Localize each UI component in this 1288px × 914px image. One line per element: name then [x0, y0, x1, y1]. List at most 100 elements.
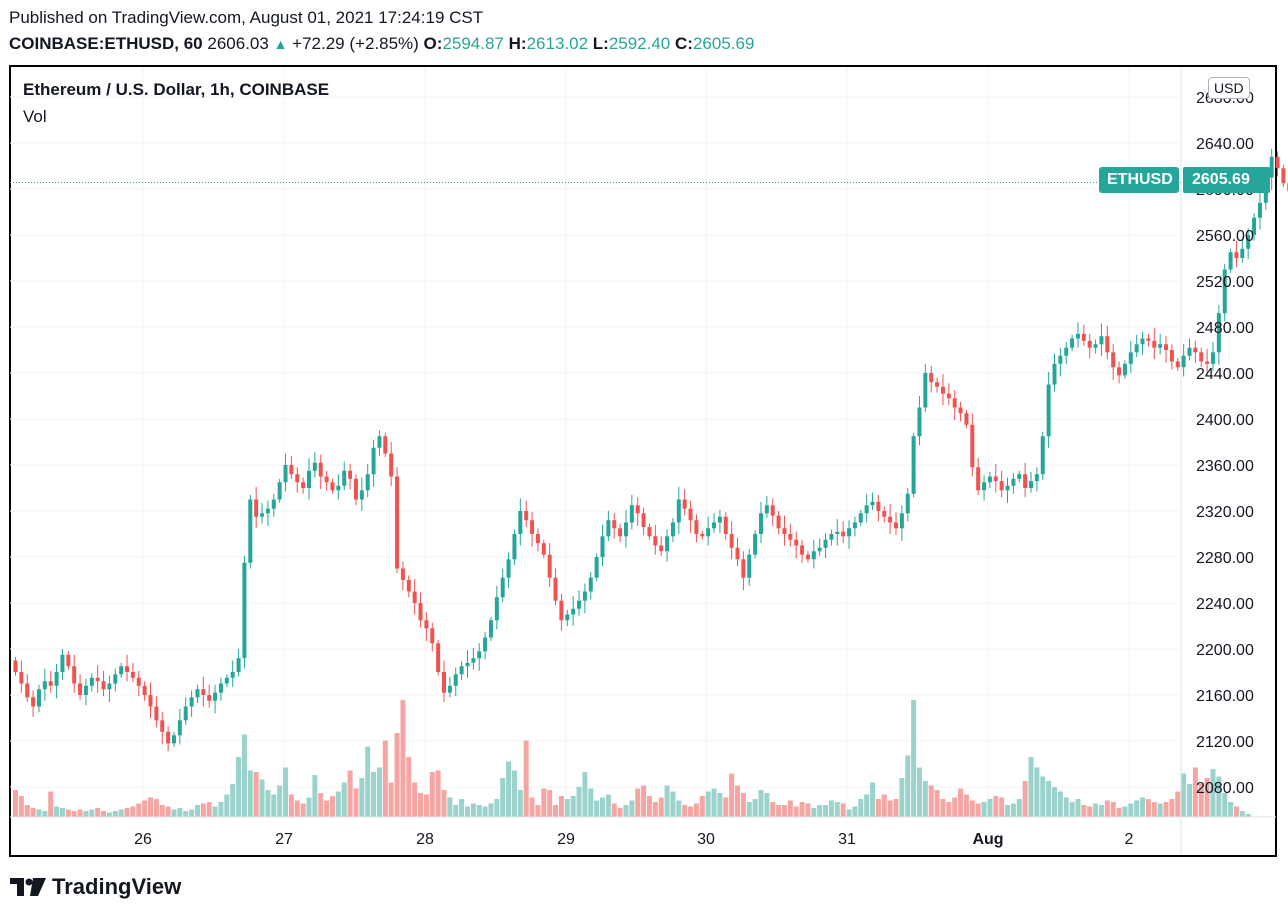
candle-body	[1193, 347, 1198, 353]
candle-body	[295, 474, 300, 483]
volume-bar	[922, 781, 928, 817]
candle-body	[623, 522, 628, 537]
volume-bar	[271, 794, 277, 817]
volume-bar	[682, 805, 688, 817]
candle-body	[506, 559, 511, 578]
candle-body	[712, 522, 717, 529]
x-tick-label: 30	[697, 831, 715, 848]
tradingview-logo-icon	[10, 878, 46, 896]
candle-body	[101, 681, 106, 690]
grid-lines	[10, 67, 1181, 817]
candle-body	[999, 481, 1004, 491]
volume-bar	[699, 796, 705, 817]
volume-bar	[1104, 800, 1110, 817]
candle-body	[1052, 363, 1057, 385]
y-tick-label: 2520.00	[1196, 274, 1254, 291]
volume-bar	[623, 805, 629, 817]
volume-bar	[230, 784, 236, 817]
candles	[13, 148, 1288, 752]
candle-body	[348, 470, 353, 479]
volume-bar	[253, 772, 259, 817]
volume-bar	[54, 806, 60, 817]
candle-body	[864, 505, 869, 514]
volume-bar	[382, 740, 388, 817]
candle-body	[465, 662, 470, 667]
candle-body	[1011, 478, 1016, 486]
candle-body	[835, 531, 840, 534]
open-label: O:	[423, 34, 443, 53]
published-line: Published on TradingView.com, August 01,…	[9, 8, 484, 27]
volume-bar	[365, 746, 371, 817]
y-tick-label: 2400.00	[1196, 412, 1254, 429]
candle-body	[571, 608, 576, 615]
candle-body	[1140, 338, 1145, 345]
volume-bar	[1198, 784, 1204, 817]
candle-body	[747, 554, 752, 578]
candle-body	[1017, 474, 1022, 479]
candle-body	[600, 536, 605, 557]
volume-bar	[142, 800, 148, 817]
candle-body	[735, 547, 740, 560]
tradingview-logo[interactable]: TradingView	[10, 874, 181, 900]
volume-bar	[711, 788, 717, 817]
candle-body	[524, 511, 529, 521]
currency-button[interactable]: USD	[1208, 77, 1250, 99]
volume-bar	[1098, 805, 1104, 817]
volume-bar	[547, 790, 553, 817]
volume-bar	[165, 806, 171, 817]
candle-body	[78, 683, 83, 695]
volume-bar	[371, 772, 377, 817]
candle-body	[1199, 352, 1204, 362]
volume-bar	[1128, 803, 1134, 817]
candle-body	[119, 666, 124, 675]
volume-bar	[1239, 811, 1245, 817]
candle-body	[488, 620, 493, 638]
volume-bar	[764, 793, 770, 817]
candle-body	[213, 692, 218, 701]
y-tick-label: 2240.00	[1196, 596, 1254, 613]
volume-bar	[1140, 797, 1146, 817]
candle-body	[1064, 347, 1069, 356]
change-value: +72.29 (+2.85%)	[292, 34, 419, 53]
candle-body	[1034, 474, 1039, 482]
volume-bar	[993, 796, 999, 817]
candle-body	[424, 620, 429, 629]
candle-body	[753, 534, 758, 555]
quote-line: COINBASE:ETHUSD, 60 2606.03 ▲ +72.29 (+2…	[9, 34, 754, 54]
candle-body	[336, 485, 341, 491]
y-tick-label: 2120.00	[1196, 734, 1254, 751]
volume-bar	[18, 796, 24, 817]
volume-bar	[189, 809, 195, 817]
low-label: L:	[592, 34, 609, 53]
candle-body	[171, 735, 176, 744]
candle-body	[383, 436, 388, 454]
volume-bar	[1187, 784, 1192, 817]
volume-bar	[793, 806, 799, 817]
volume-bar	[1093, 803, 1099, 817]
volume-bar	[259, 779, 265, 817]
volume-bar	[89, 809, 95, 817]
candle-body	[682, 499, 687, 509]
volume-bar	[1087, 806, 1093, 817]
price-tag-symbol: ETHUSD	[1099, 167, 1179, 193]
volume-bar	[136, 803, 142, 817]
candle-body	[976, 467, 981, 491]
volume-bar	[975, 803, 981, 817]
volume-bar	[329, 796, 335, 817]
candle-body	[418, 603, 423, 621]
volume-bar	[194, 805, 200, 817]
candle-body	[1046, 384, 1051, 437]
volume-bar	[300, 803, 306, 817]
candle-body	[377, 436, 382, 448]
candle-body	[406, 580, 411, 592]
volume-bar	[347, 770, 353, 817]
volume-bar	[335, 791, 341, 817]
candle-body	[1023, 474, 1028, 488]
candle-body	[894, 522, 898, 529]
volume-bar	[787, 800, 793, 817]
volume-bar	[265, 790, 271, 817]
volume-bar	[1163, 802, 1169, 817]
candle-body	[130, 672, 135, 678]
volume-bar	[717, 793, 723, 817]
